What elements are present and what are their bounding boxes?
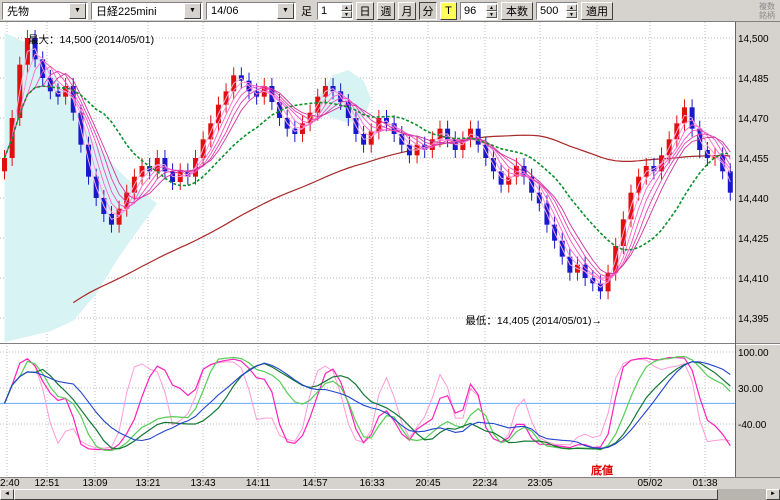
toolbar: 先物 ▼ 日経225mini ▼ 14/06 ▼ 足 1 ▲ ▼ 日 週 月 分 … (0, 0, 780, 22)
load-count-spinner: ▲ ▼ (566, 3, 577, 18)
time-axis-label: 16:33 (359, 478, 385, 489)
chevron-down-icon[interactable]: ▼ (277, 2, 294, 19)
time-axis-label: 20:45 (415, 478, 441, 489)
bars-count-input[interactable]: 96 ▲ ▼ (460, 1, 498, 20)
gridlines (0, 22, 735, 478)
chart-canvas: 14,500 14,485 14,470 14,455 14,440 14,425 14,4… (0, 22, 780, 478)
price-axis-label: 14,455 (738, 154, 769, 165)
interval-input[interactable]: 1 ▲ ▼ (317, 1, 353, 20)
spinner-down-icon[interactable]: ▼ (341, 10, 352, 18)
indicator-axis-label: -40.00 (738, 420, 767, 431)
main-plot (2, 30, 733, 342)
period-day-button[interactable]: 日 (356, 1, 374, 20)
time-axis-label: 13:09 (82, 478, 108, 489)
tick-button[interactable]: T (440, 1, 457, 20)
period-month-button[interactable]: 月 (398, 1, 416, 20)
interval-value: 1 (321, 4, 328, 17)
oscillator-plot (0, 355, 735, 452)
time-axis-label: 12:40 (0, 478, 20, 489)
time-axis-label: 01:38 (692, 478, 718, 489)
bars-count-spinner: ▲ ▼ (486, 3, 497, 18)
symbol-select-value: 日経225mini (96, 5, 157, 18)
chevron-down-icon[interactable]: ▼ (184, 2, 201, 19)
spinner-down-icon[interactable]: ▼ (566, 10, 577, 18)
bars-button[interactable]: 本数 (501, 1, 533, 20)
time-axis-label: 05/02 (637, 478, 663, 489)
time-axis-label: 13:21 (135, 478, 161, 489)
horizontal-scrollbar[interactable]: ◄ ► (0, 489, 780, 500)
time-axis-label: 22:34 (472, 478, 498, 489)
spinner-up-icon[interactable]: ▲ (341, 3, 352, 11)
price-axis-label: 14,485 (738, 74, 769, 85)
spinner-up-icon[interactable]: ▲ (566, 3, 577, 11)
chevron-down-icon[interactable]: ▼ (69, 2, 86, 19)
price-axis-label: 14,440 (738, 194, 769, 205)
time-axis-label: 13:43 (190, 478, 216, 489)
contract-select[interactable]: 14/06 ▼ (206, 1, 296, 20)
price-axis-label: 14,425 (738, 234, 769, 245)
max-price-annotation: 最大：14,500 (2014/05/01) (28, 33, 154, 46)
price-axis-label: 14,395 (738, 314, 769, 325)
period-minute-button[interactable]: 分 (419, 1, 437, 20)
scrollbar-track[interactable] (718, 489, 766, 500)
market-select-value: 先物 (7, 5, 29, 18)
multi-symbol-label[interactable]: 複数銘柄 (759, 1, 775, 20)
time-axis-label: 14:11 (245, 478, 271, 489)
symbol-select[interactable]: 日経225mini ▼ (91, 1, 203, 20)
spinner-down-icon[interactable]: ▼ (486, 10, 497, 18)
indicator-axis-label: 100.00 (738, 348, 769, 359)
time-axis-label: 14:57 (302, 478, 328, 489)
chart-area[interactable]: 14,500 14,485 14,470 14,455 14,440 14,425 14,4… (0, 22, 780, 478)
apply-button[interactable]: 適用 (581, 1, 613, 20)
bottom-price-annotation: 底値 (591, 463, 613, 477)
bar-type-label: 足 (301, 5, 312, 18)
contract-select-value: 14/06 (211, 4, 239, 17)
price-axis-label: 14,500 (738, 34, 769, 45)
market-select[interactable]: 先物 ▼ (2, 1, 88, 20)
scroll-right-button[interactable]: ► (766, 489, 780, 500)
load-count-input[interactable]: 500 ▲ ▼ (536, 1, 578, 20)
price-axis-label: 14,410 (738, 274, 769, 285)
spinner-up-icon[interactable]: ▲ (486, 3, 497, 11)
time-axis: 12:40 12:51 13:09 13:21 13:43 14:11 14:57 16:33… (0, 478, 735, 489)
indicator-axis-label: 30.00 (738, 384, 763, 395)
price-axis-label: 14,470 (738, 114, 769, 125)
time-axis-label: 12:51 (34, 478, 60, 489)
time-axis-label: 23:05 (527, 478, 553, 489)
period-week-button[interactable]: 週 (377, 1, 395, 20)
min-price-annotation: 最低：14,405 (2014/05/01)→ (465, 314, 602, 327)
interval-spinner: ▲ ▼ (341, 3, 352, 18)
scrollbar-thumb[interactable] (14, 489, 718, 500)
bars-count-value: 96 (464, 4, 477, 17)
scroll-left-button[interactable]: ◄ (0, 489, 14, 500)
load-count-value: 500 (540, 4, 559, 17)
